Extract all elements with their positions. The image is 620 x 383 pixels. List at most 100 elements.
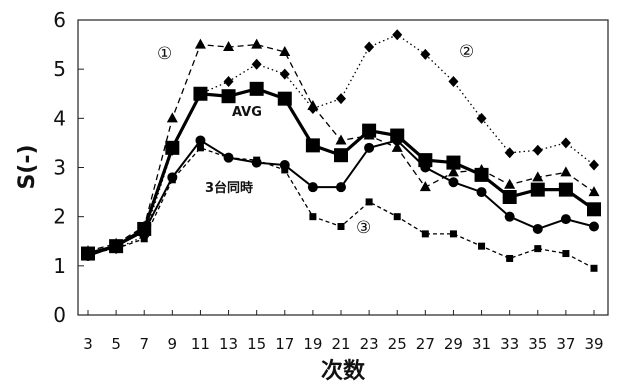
y-tick-label: 0 [53,303,66,327]
data-point [560,166,572,177]
data-point [109,239,124,254]
data-point [393,213,401,221]
x-tick-label: 19 [303,335,322,353]
x-tick-label: 5 [111,335,121,353]
x-axis-title: 次数 [321,358,366,383]
data-point [530,182,545,197]
data-point [364,142,375,153]
series-line [87,147,595,269]
annotation-avg: AVG [232,105,262,120]
data-point [221,89,236,104]
data-point [305,138,320,153]
data-point [590,264,598,272]
y-tick-label: 3 [53,156,66,180]
data-point [502,190,517,204]
data-point [504,211,515,222]
data-point [337,223,345,230]
series-1 [81,81,601,261]
data-point [589,221,599,232]
data-point [560,137,571,149]
data-point [391,141,403,152]
data-point [588,186,600,197]
data-point [223,41,235,52]
data-point [336,182,346,193]
x-tick-label: 21 [331,335,350,353]
data-point [251,38,263,49]
annotation-series-3: ③ [356,218,371,238]
data-point [309,213,317,221]
data-point [194,38,206,49]
x-tick-label: 17 [275,335,294,353]
data-point [504,147,515,159]
data-point [448,75,459,87]
data-point [279,68,290,80]
data-point [587,202,601,217]
y-tick-label: 1 [53,254,66,278]
data-point [307,182,318,193]
data-point [446,155,461,170]
data-point [167,172,178,183]
data-point [448,177,459,188]
y-tick-label: 4 [53,106,66,130]
x-tick-label: 35 [528,335,547,353]
x-tick-label: 13 [219,335,238,353]
x-tick-label: 9 [168,335,178,353]
data-point [362,123,377,138]
series-layer [81,29,601,272]
data-point [506,254,514,262]
data-point [140,235,148,243]
annotation-simultaneous: 3台同時 [205,180,253,196]
data-point [534,245,542,253]
x-tick-label: 31 [472,335,491,353]
data-point [165,140,180,155]
data-point [251,58,262,70]
data-point [279,160,290,171]
x-tick-label: 15 [247,335,266,353]
data-point [504,178,516,189]
data-point [390,128,405,143]
data-point [420,48,431,60]
data-point [223,152,234,163]
data-point [195,135,206,146]
data-point [137,221,152,236]
data-point [193,86,208,101]
data-point [560,214,571,225]
data-point [223,75,234,87]
data-point [251,157,262,168]
y-tick-label: 5 [53,57,66,81]
x-tick-label: 37 [556,335,575,353]
x-tick-label: 3 [83,335,93,353]
x-tick-label: 29 [444,335,463,353]
data-point [447,166,459,177]
data-point [335,134,347,145]
data-point [558,182,573,197]
data-point [196,144,204,152]
data-point [478,242,486,250]
data-point [589,159,599,171]
data-point [364,41,375,53]
x-tick-label: 33 [500,335,519,353]
data-point [419,181,431,192]
x-tick-label: 11 [191,335,210,353]
annotation-layer: AVG 3台同時 ① ② ③ [157,42,474,238]
data-point [81,246,95,261]
data-point [562,250,570,258]
data-point [307,100,319,111]
y-axis: 0 1 2 3 4 5 6 [53,8,84,327]
x-tick-label: 27 [416,335,435,353]
series-5 [84,144,598,272]
data-point [279,45,291,56]
x-axis: 3 5 7 9 11 13 15 17 19 21 23 25 27 29 31 33 35 37 39 [83,310,604,353]
data-point [277,91,292,106]
data-point [532,171,544,182]
data-point [532,144,543,156]
y-tick-label: 2 [53,205,66,229]
data-point [166,112,178,123]
y-axis-title: S(-) [15,144,40,189]
data-point [476,187,487,198]
data-point [336,93,346,105]
data-point [449,230,457,238]
x-tick-label: 25 [388,335,407,353]
